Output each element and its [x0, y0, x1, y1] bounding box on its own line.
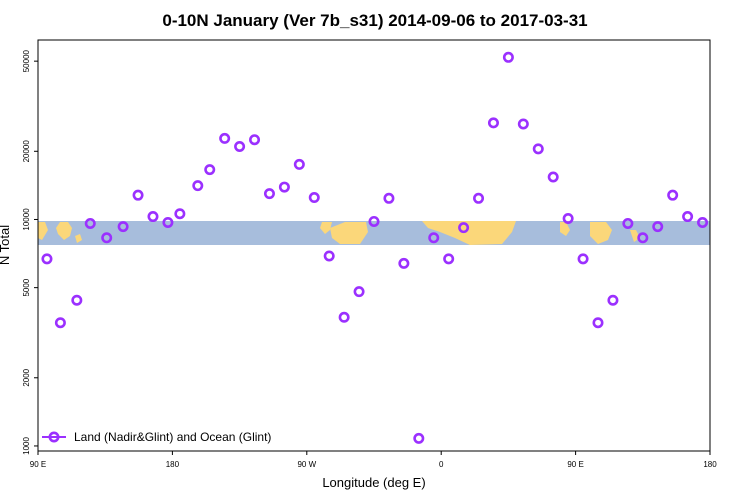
data-point: [234, 140, 246, 152]
y-tick-label: 10000: [22, 208, 31, 231]
data-point: [147, 211, 159, 223]
data-point: [338, 311, 350, 323]
x-tick-label: 90 W: [297, 460, 316, 469]
x-tick-label: 90 E: [567, 460, 583, 469]
data-point: [293, 158, 305, 170]
y-tick-label: 50000: [22, 49, 31, 72]
data-point: [219, 132, 231, 144]
data-point: [667, 189, 679, 201]
land-sumatra-left: [38, 222, 48, 240]
data-point: [532, 143, 544, 155]
data-point: [368, 215, 380, 227]
data-point: [71, 294, 83, 306]
data-point: [577, 253, 589, 265]
data-point: [458, 222, 470, 234]
data-point: [682, 211, 694, 223]
y-tick-label: 5000: [22, 278, 31, 296]
data-point: [249, 134, 261, 146]
data-point: [607, 294, 619, 306]
data-point: [487, 117, 499, 129]
x-axis: 90 E 180 90 W 0 90 E 180: [30, 451, 717, 469]
data-points: [41, 51, 709, 444]
y-tick-label: 20000: [22, 140, 31, 163]
y-tick-label: 2000: [22, 368, 31, 386]
x-tick-label: 180: [166, 460, 180, 469]
land-small-island-1: [75, 234, 82, 243]
y-axis: 1000 2000 5000 10000 20000 50000: [22, 49, 38, 455]
legend: Land (Nadir&Glint) and Ocean (Glint): [42, 430, 271, 444]
data-point: [278, 181, 290, 193]
data-point: [323, 250, 335, 262]
legend-marker: [48, 431, 60, 443]
data-point: [383, 192, 395, 204]
y-tick-label: 1000: [22, 437, 31, 455]
data-point: [428, 232, 440, 244]
data-point: [637, 232, 649, 244]
data-point: [697, 216, 709, 228]
data-point: [117, 221, 129, 233]
data-point: [192, 180, 204, 192]
data-point: [547, 171, 559, 183]
land-maritime-se-asia-left: [56, 222, 72, 240]
y-axis-label: N Total: [0, 225, 12, 265]
land-borneo-right: [590, 222, 612, 244]
data-point: [41, 253, 53, 265]
data-point: [473, 192, 485, 204]
data-point: [592, 317, 604, 329]
data-point: [162, 216, 174, 228]
plot-frame: [37, 39, 711, 452]
data-point: [54, 317, 66, 329]
data-point: [308, 192, 320, 204]
land-africa: [422, 221, 516, 245]
data-point: [517, 118, 529, 130]
x-tick-label: 180: [703, 460, 717, 469]
data-point: [502, 51, 514, 63]
data-point: [101, 232, 113, 244]
data-point: [562, 212, 574, 224]
data-point: [652, 221, 664, 233]
data-point: [622, 217, 634, 229]
data-point: [84, 217, 96, 229]
land-maritime-se-asia-right: [560, 222, 570, 236]
data-point: [398, 257, 410, 269]
data-point: [413, 432, 425, 444]
x-tick-label: 0: [439, 460, 444, 469]
data-point: [443, 253, 455, 265]
x-axis-label: Longitude (deg E): [322, 475, 425, 490]
data-point: [263, 188, 275, 200]
x-tick-label: 90 E: [30, 460, 46, 469]
data-point: [174, 208, 186, 220]
land-central-america: [320, 222, 332, 234]
land-south-america: [330, 222, 368, 244]
legend-label: Land (Nadir&Glint) and Ocean (Glint): [74, 430, 271, 444]
data-point: [132, 189, 144, 201]
chart-title: 0-10N January (Ver 7b_s31) 2014-09-06 to…: [162, 11, 587, 30]
data-point: [353, 286, 365, 298]
data-point: [204, 164, 216, 176]
